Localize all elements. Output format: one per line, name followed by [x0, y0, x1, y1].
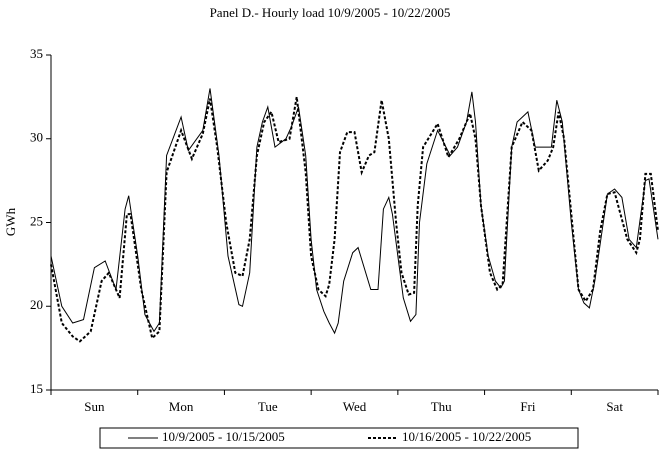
x-tick-label: Tue — [258, 399, 278, 414]
y-axis-label: GWh — [3, 207, 18, 236]
chart-title: Panel D.- Hourly load 10/9/2005 - 10/22/… — [210, 5, 451, 20]
y-tick-label: 35 — [30, 46, 43, 61]
series-line — [50, 96, 659, 343]
x-tick-label: Fri — [520, 399, 536, 414]
x-tick-label: Wed — [343, 399, 367, 414]
x-tick-label: Mon — [169, 399, 194, 414]
legend-label: 10/9/2005 - 10/15/2005 — [162, 429, 285, 444]
y-tick-label: 15 — [30, 381, 43, 396]
x-tick-label: Thu — [431, 399, 452, 414]
legend-box — [99, 427, 579, 449]
x-tick-label: Sun — [84, 399, 105, 414]
legend-label: 10/16/2005 - 10/22/2005 — [402, 429, 531, 444]
y-tick-label: 20 — [30, 297, 43, 312]
y-tick-label: 30 — [30, 130, 43, 145]
x-tick-label: Sat — [606, 399, 623, 414]
series-line — [50, 88, 659, 335]
y-tick-label: 25 — [30, 213, 43, 228]
